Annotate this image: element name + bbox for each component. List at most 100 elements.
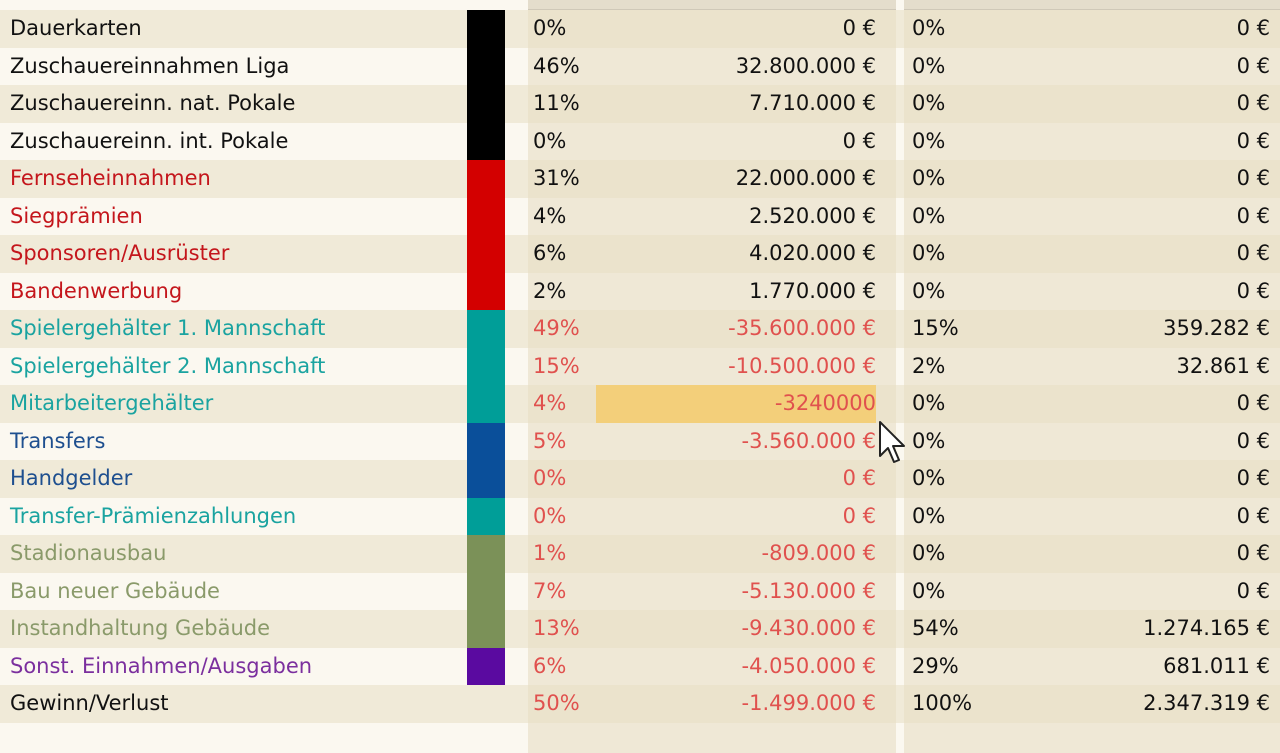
budget-amount[interactable]: -809.000 €	[761, 541, 876, 565]
row-label: Sonst. Einnahmen/Ausgaben	[10, 653, 313, 678]
budget-amount[interactable]: -10.500.000 €	[728, 353, 876, 378]
actual-amount: 0 €	[1236, 428, 1270, 453]
budget-amount[interactable]: -9.430.000 €	[741, 616, 877, 640]
row-label: Bandenwerbung	[10, 278, 183, 303]
row-label: Spielergehälter 1. Mannschaft	[10, 316, 326, 340]
category-color-swatch	[467, 47, 505, 85]
row-label: Zuschauereinn. int. Pokale	[10, 128, 289, 153]
budget-amount[interactable]: -35.600.000 €	[728, 316, 876, 340]
budget-percent: 11%	[533, 91, 580, 115]
actual-percent: 0%	[912, 466, 946, 490]
actual-amount: 0 €	[1236, 578, 1270, 603]
budget-percent: 46%	[533, 53, 580, 78]
budget-amount[interactable]: -3.560.000 €	[741, 428, 877, 453]
budget-amount-input[interactable]: -3240000	[596, 385, 876, 423]
table-row: Gewinn/Verlust 50% -1.499.000 € 100% 2.347.3…	[0, 685, 1280, 723]
row-label: Sponsoren/Ausrüster	[10, 241, 230, 265]
budget-amount[interactable]: 0 €	[842, 128, 876, 153]
category-color-swatch	[467, 647, 505, 685]
actual-amount: 0 €	[1236, 391, 1270, 415]
actual-percent: 15%	[912, 316, 959, 340]
actual-percent: 0%	[912, 91, 946, 115]
budget-percent: 0%	[533, 466, 567, 490]
budget-amount[interactable]: 0 €	[842, 16, 876, 40]
actual-percent: 29%	[912, 653, 959, 678]
category-color-swatch	[467, 535, 505, 573]
budget-percent: 0%	[533, 128, 567, 153]
category-color-swatch	[467, 610, 505, 648]
budget-percent: 15%	[533, 353, 580, 378]
table-row: Fernseheinnahmen 31% 22.000.000 € 0% 0 €	[0, 160, 1280, 198]
row-label: Dauerkarten	[10, 16, 142, 40]
budget-percent: 31%	[533, 166, 580, 190]
actual-percent: 0%	[912, 166, 946, 190]
budget-amount[interactable]: -1.499.000 €	[741, 691, 877, 715]
table-row: Spielergehälter 1. Mannschaft 49% -35.600.…	[0, 310, 1280, 348]
row-label: Bau neuer Gebäude	[10, 578, 220, 603]
budget-percent: 1%	[533, 541, 567, 565]
actual-amount: 0 €	[1236, 166, 1270, 190]
budget-percent: 13%	[533, 616, 580, 640]
row-label: Fernseheinnahmen	[10, 166, 211, 190]
actual-amount: 32.861 €	[1176, 353, 1270, 378]
table-row: Dauerkarten 0% 0 € 0% 0 €	[0, 10, 1280, 48]
budget-amount[interactable]: 32.800.000 €	[735, 53, 876, 78]
category-color-swatch	[467, 85, 505, 123]
actual-amount: 0 €	[1236, 241, 1270, 265]
table-row: Transfer-Prämienzahlungen 0% 0 € 0% 0 €	[0, 497, 1280, 535]
table-row: Siegprämien 4% 2.520.000 € 0% 0 €	[0, 197, 1280, 235]
table-row: Spielergehälter 2. Mannschaft 15% -10.500.…	[0, 347, 1280, 385]
actual-amount: 0 €	[1236, 16, 1270, 40]
budget-amount[interactable]: 7.710.000 €	[749, 91, 876, 115]
actual-percent: 54%	[912, 616, 959, 640]
table-row: Bau neuer Gebäude 7% -5.130.000 € 0% 0 €	[0, 572, 1280, 610]
table-row: Transfers 5% -3.560.000 € 0% 0 €	[0, 422, 1280, 460]
actual-percent: 0%	[912, 503, 946, 528]
actual-amount: 0 €	[1236, 91, 1270, 115]
category-color-swatch	[467, 235, 505, 273]
budget-amount[interactable]: 4.020.000 €	[749, 241, 876, 265]
actual-percent: 0%	[912, 241, 946, 265]
budget-amount[interactable]: 0 €	[842, 503, 876, 528]
actual-amount: 0 €	[1236, 503, 1270, 528]
budget-amount[interactable]: 1.770.000 €	[749, 278, 876, 303]
budget-amount[interactable]: 22.000.000 €	[735, 166, 876, 190]
table-row: Handgelder 0% 0 € 0% 0 €	[0, 460, 1280, 498]
table-row: Sponsoren/Ausrüster 6% 4.020.000 € 0% 0 €	[0, 235, 1280, 273]
actual-amount: 0 €	[1236, 541, 1270, 565]
actual-amount: 0 €	[1236, 278, 1270, 303]
category-color-swatch	[467, 422, 505, 460]
row-label: Spielergehälter 2. Mannschaft	[10, 353, 326, 378]
budget-percent: 0%	[533, 16, 567, 40]
category-color-swatch	[467, 10, 505, 48]
row-label: Transfer-Prämienzahlungen	[10, 503, 297, 528]
row-label: Mitarbeitergehälter	[10, 391, 214, 415]
actual-percent: 100%	[912, 691, 973, 715]
header-edge	[528, 0, 896, 10]
actual-percent: 0%	[912, 16, 946, 40]
category-color-swatch	[467, 160, 505, 198]
category-color-swatch	[467, 572, 505, 610]
mouse-cursor-icon	[879, 421, 905, 463]
row-label: Transfers	[10, 428, 106, 453]
table-row: Mitarbeitergehälter 4% -3240000 0% 0 €	[0, 385, 1280, 423]
budget-percent: 6%	[533, 653, 567, 678]
actual-percent: 2%	[912, 353, 946, 378]
category-color-swatch	[467, 385, 505, 423]
budget-percent: 50%	[533, 691, 580, 715]
category-color-swatch	[467, 272, 505, 310]
budget-amount[interactable]: -4.050.000 €	[741, 653, 877, 678]
category-color-swatch	[467, 497, 505, 535]
budget-amount[interactable]: 0 €	[842, 466, 876, 490]
actual-amount: 0 €	[1236, 53, 1270, 78]
header-edge	[904, 0, 1280, 10]
budget-amount[interactable]: 2.520.000 €	[749, 203, 876, 228]
actual-percent: 0%	[912, 541, 946, 565]
budget-amount[interactable]: -5.130.000 €	[741, 578, 877, 603]
category-color-swatch	[467, 460, 505, 498]
actual-amount: 0 €	[1236, 466, 1270, 490]
row-label: Instandhaltung Gebäude	[10, 616, 271, 640]
actual-percent: 0%	[912, 578, 946, 603]
budget-percent: 6%	[533, 241, 567, 265]
budget-percent: 4%	[533, 203, 567, 228]
